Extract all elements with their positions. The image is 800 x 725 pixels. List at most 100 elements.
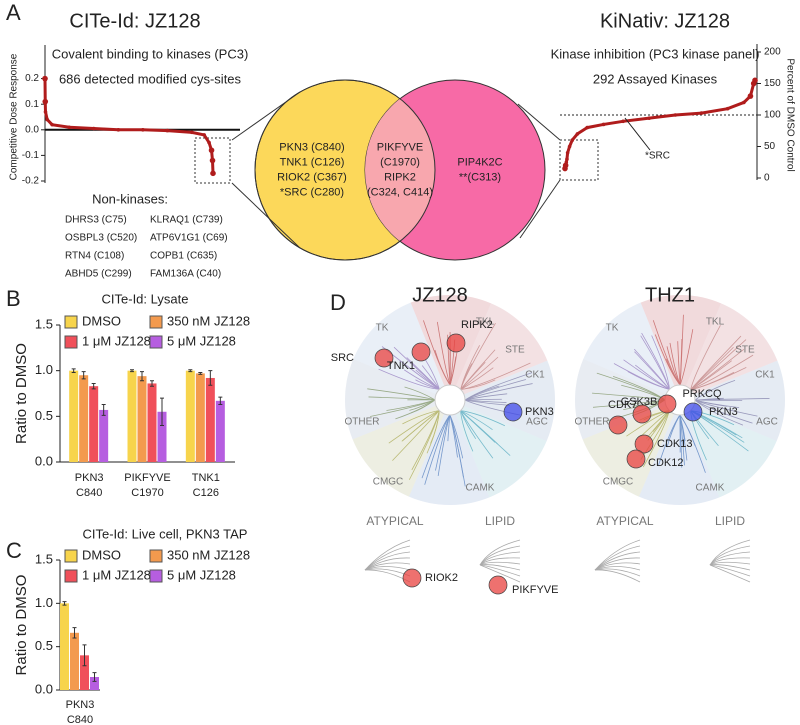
error-bar [62,601,67,606]
legend-swatch [149,315,163,329]
kinase-hit [626,449,646,469]
branch [634,351,670,390]
subtree-branch [709,564,751,571]
y-tick-label: 100 [764,110,781,121]
branch [423,320,451,386]
x-tick-label: PIKFYVE [124,472,170,484]
data-point [210,170,216,177]
y-axis-label: Ratio to DMSO [13,575,30,676]
connector [231,91,301,141]
data-point [190,130,194,135]
data-point [575,132,580,136]
data-point [45,117,50,122]
branch [447,414,451,442]
chart-subtitle: 292 Assayed Kinases [593,71,718,86]
error-bar [81,371,86,380]
subtree-branch [364,562,411,571]
data-point [647,116,652,120]
kinase-hit [632,404,652,424]
branch [367,388,436,401]
legend-label: 350 nM JZ128 [167,547,250,562]
branch [679,414,706,473]
data-point [699,111,704,115]
legend-swatch [64,335,78,349]
y-tick-label: 50 [764,141,776,152]
data-point [92,126,96,131]
error-bar [198,371,203,375]
y-tick-label: 1.0 [35,595,53,610]
branch [430,410,440,444]
bar [90,677,99,690]
list-item: ATP6V1G1 (C69) [150,233,228,244]
branch [425,359,440,390]
kinase-label: PKN3 [709,406,738,418]
legend-label: DMSO [82,547,121,562]
tree-title: THZ1 [645,284,695,306]
bar [137,376,147,462]
group-label: STE [505,345,525,356]
branch [690,354,754,390]
data-point [673,113,678,117]
subtree-branch [594,562,641,571]
branch [437,414,451,477]
subtree-branch [594,568,641,577]
venn-outline [254,79,436,261]
branch [460,379,496,390]
subtree-branch [364,566,411,571]
list-title: Non-kinases: [92,191,168,206]
y-tick-label: -0.2 [22,176,40,187]
bar [157,411,167,462]
panel-label: C [6,538,22,563]
tree-hole [434,384,466,416]
data-point [208,147,215,154]
branch [654,334,681,386]
data-point [742,100,746,105]
data-point [565,157,569,161]
kinase-hit [374,348,394,368]
chart-title: CITe-Id: Live cell, PKN3 TAP [83,526,248,541]
chart-title: CITe-Id: Lysate [102,291,189,306]
group-label: CMGC [373,477,404,488]
error-bar [101,403,106,416]
legend-label: 5 μM JZ128 [167,333,236,348]
kinase-label: CDK7 [608,399,637,411]
group-sector [408,400,490,505]
group-label: TK [376,323,389,334]
kinase-label: SRC [331,352,354,364]
branch [421,414,451,479]
venn-label: (C1970) [380,156,420,168]
y-axis-label: Competitive Dose Response [9,53,20,180]
error-bar [91,382,96,390]
subtree-branch [479,561,521,566]
data-point [725,106,730,111]
legend-swatch [149,569,163,583]
data-point [585,125,589,130]
kinase-hit [402,568,422,588]
list-item: FAM136A (C40) [150,269,221,280]
venn-label: (C324, C414) [367,186,433,198]
group-sector [582,400,680,497]
bar [89,386,99,462]
bar [147,383,157,462]
data-point [42,75,48,82]
subtree-branch [479,564,521,571]
error-bar [218,396,223,405]
group-label: CK1 [755,370,775,381]
y-tick-label: 200 [764,47,781,58]
selection-box [559,139,599,181]
kinase-label: CDK13 [657,438,692,450]
subtree-label: LIPID [485,514,515,528]
kinase-hit [488,575,508,595]
group-label: OTHER [345,417,380,428]
error-bar [150,380,154,387]
branch [690,339,747,390]
data-point [570,138,574,142]
branch [464,398,502,401]
x-tick-label: C126 [193,487,219,499]
y-tick-label: 1.5 [35,316,53,331]
subtree-branch [364,557,411,571]
subtree-branch [479,564,521,583]
y-tick-label: -0.1 [22,150,40,161]
data-point [165,128,170,133]
bar [69,370,79,462]
